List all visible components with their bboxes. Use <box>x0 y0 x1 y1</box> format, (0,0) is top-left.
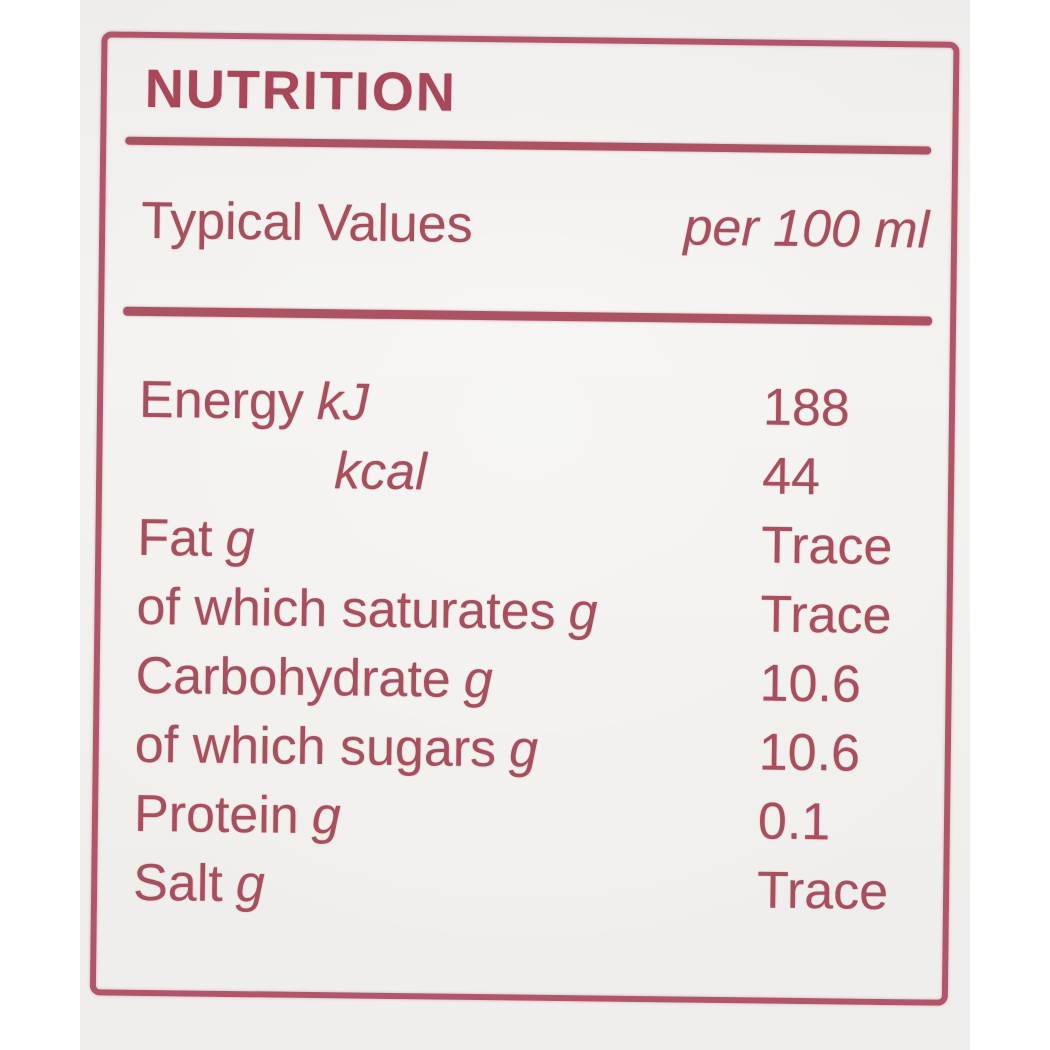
nutrient-unit: g <box>235 855 266 914</box>
nutrient-value: Trace <box>756 861 889 922</box>
nutrient-name: of which sugars <box>134 715 497 779</box>
nutrient-name: Energy <box>138 370 305 431</box>
typical-values-label: Typical Values <box>140 191 474 254</box>
nutrient-unit: kJ <box>316 373 370 432</box>
nutrition-table: Energy kJ 188 kcal 44 Fat g Trace of which… <box>133 368 928 930</box>
printed-panel: NUTRITION Typical Values per 100 ml Ener… <box>67 0 970 1050</box>
nutrition-title: NUTRITION <box>144 58 458 123</box>
nutrient-value: 44 <box>761 447 821 507</box>
table-row-saturates: of which saturates g Trace <box>136 575 925 654</box>
nutrient-value: 0.1 <box>757 792 831 852</box>
nutrient-value: Trace <box>760 585 892 646</box>
nutrient-value: 10.6 <box>759 654 862 714</box>
nutrient-value: 10.6 <box>758 723 861 783</box>
nutrient-name: of which saturates <box>136 577 556 641</box>
per-100ml-label: per 100 ml <box>683 198 930 260</box>
nutrient-unit: g <box>568 583 598 642</box>
label-photo-area: NUTRITION Typical Values per 100 ml Ener… <box>80 0 970 1050</box>
table-row-sugars: of which sugars g 10.6 <box>134 713 923 792</box>
nutrient-name: Fat <box>137 508 213 568</box>
nutrient-unit: g <box>463 650 494 710</box>
nutrient-name <box>138 440 139 498</box>
nutrient-unit: g <box>225 509 255 569</box>
table-row-fat: Fat g Trace <box>137 506 926 585</box>
nutrient-name: Protein <box>133 784 300 845</box>
nutrient-value: Trace <box>761 516 893 577</box>
table-row-energy-kcal: kcal 44 <box>138 437 927 516</box>
table-row-salt: Salt g Trace <box>133 851 922 930</box>
nutrient-name: Salt <box>132 853 224 913</box>
nutrient-unit: g <box>311 787 342 846</box>
table-row-protein: Protein g 0.1 <box>134 782 923 861</box>
nutrient-name: Carbohydrate <box>135 646 452 709</box>
table-header: Typical Values per 100 ml <box>141 192 930 261</box>
nutrient-value: 188 <box>762 378 851 438</box>
table-row-energy-kj: Energy kJ 188 <box>139 368 928 447</box>
nutrient-unit: kcal <box>333 442 428 502</box>
nutrient-unit: g <box>508 720 539 779</box>
table-row-carbohydrate: Carbohydrate g 10.6 <box>135 644 924 723</box>
